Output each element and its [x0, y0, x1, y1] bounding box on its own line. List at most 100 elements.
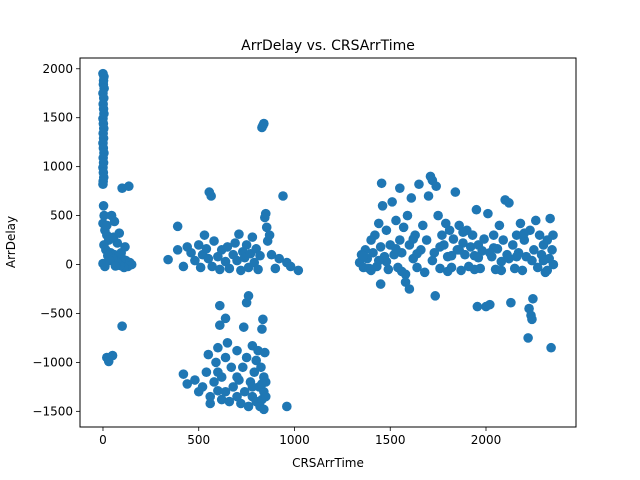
- data-point: [408, 234, 419, 244]
- data-point: [448, 234, 459, 244]
- data-point: [213, 342, 223, 353]
- data-point: [368, 247, 378, 258]
- data-point: [260, 347, 270, 358]
- data-point: [220, 352, 231, 363]
- data-point: [209, 377, 219, 387]
- data-point: [469, 264, 480, 275]
- data-point: [496, 265, 507, 276]
- data-point: [412, 262, 422, 273]
- data-point: [234, 229, 244, 239]
- y-tick-label: 2000: [42, 62, 73, 76]
- data-point: [391, 215, 401, 226]
- data-point: [467, 230, 478, 240]
- data-point: [358, 250, 369, 261]
- data-point: [427, 255, 438, 266]
- data-point: [442, 266, 453, 277]
- data-point: [270, 263, 281, 274]
- data-point: [195, 262, 206, 273]
- data-point: [414, 179, 424, 190]
- data-point: [433, 210, 443, 221]
- data-point: [232, 255, 242, 266]
- data-point: [528, 293, 538, 304]
- data-point: [430, 291, 441, 301]
- data-point: [496, 256, 507, 267]
- data-point: [534, 230, 545, 240]
- data-point: [509, 263, 520, 274]
- data-point: [418, 220, 428, 231]
- data-point: [215, 264, 225, 275]
- data-point: [519, 235, 530, 245]
- data-point: [114, 228, 125, 238]
- data-point: [406, 193, 417, 203]
- data-point: [209, 236, 219, 246]
- data-point: [98, 179, 108, 190]
- data-point: [387, 197, 397, 207]
- data-point: [193, 240, 204, 250]
- data-point: [396, 266, 407, 277]
- data-point: [412, 248, 422, 259]
- data-point: [381, 225, 392, 236]
- y-tick-label: 1500: [42, 111, 73, 125]
- data-point: [530, 215, 541, 226]
- data-point: [106, 210, 117, 221]
- data-point: [472, 301, 483, 312]
- data-point: [120, 242, 130, 252]
- data-point: [370, 230, 380, 240]
- data-point: [282, 401, 292, 412]
- data-point: [527, 255, 537, 266]
- data-point: [383, 264, 394, 275]
- data-point: [519, 228, 530, 238]
- data-point: [511, 251, 522, 262]
- y-axis-label: ArrDelay: [4, 216, 18, 268]
- data-point: [431, 181, 442, 192]
- y-tick-label: 500: [50, 209, 73, 223]
- data-point: [488, 230, 499, 240]
- data-point: [247, 232, 258, 242]
- data-point: [215, 300, 225, 311]
- data-point: [213, 367, 223, 377]
- data-point: [99, 210, 109, 221]
- data-point: [435, 242, 445, 252]
- data-point: [260, 391, 271, 402]
- points-layer: [98, 68, 559, 415]
- data-point: [243, 401, 254, 412]
- x-tick-label: 2000: [471, 433, 502, 447]
- data-point: [207, 261, 217, 272]
- data-point: [444, 225, 455, 236]
- data-point: [285, 261, 296, 272]
- plot-frame: [79, 57, 577, 428]
- data-point: [236, 398, 246, 409]
- data-point: [398, 222, 409, 233]
- data-point: [255, 250, 265, 261]
- data-point: [236, 265, 246, 276]
- data-point: [494, 220, 505, 231]
- data-point: [479, 234, 489, 244]
- data-point: [253, 264, 263, 275]
- data-point: [228, 382, 238, 392]
- data-point: [201, 244, 212, 254]
- data-point: [473, 252, 484, 263]
- data-point: [258, 120, 268, 131]
- data-point: [446, 250, 457, 261]
- y-tick-label: 1000: [42, 160, 73, 174]
- data-point: [498, 235, 509, 245]
- data-point: [471, 204, 482, 215]
- data-point: [220, 313, 231, 324]
- data-point: [546, 342, 556, 353]
- data-point: [230, 238, 240, 248]
- data-point: [186, 247, 196, 258]
- x-tick-label: 1000: [279, 433, 310, 447]
- data-point: [220, 386, 231, 397]
- data-point: [256, 362, 266, 373]
- data-point: [278, 191, 288, 201]
- y-tick-label: −1500: [32, 404, 73, 418]
- data-point: [375, 242, 386, 252]
- data-point: [222, 338, 233, 348]
- data-point: [527, 314, 537, 325]
- data-point: [485, 299, 495, 310]
- data-point: [257, 379, 267, 389]
- x-tick-label: 0: [99, 433, 107, 447]
- data-point: [532, 262, 543, 273]
- data-point: [206, 191, 216, 201]
- data-point: [172, 221, 183, 232]
